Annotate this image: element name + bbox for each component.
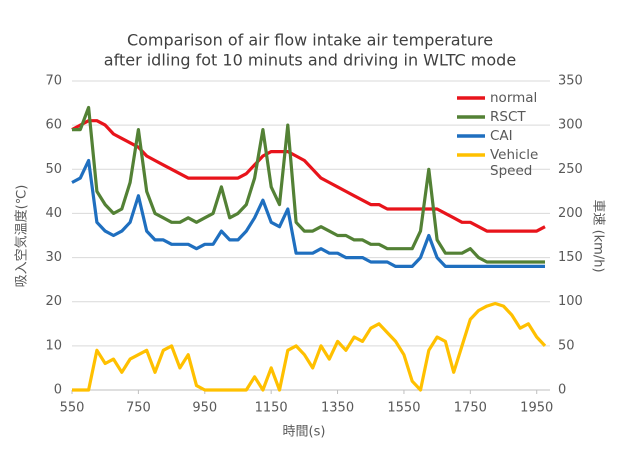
y-tick-label: 30 xyxy=(45,250,62,265)
series-line xyxy=(72,301,547,392)
y-tick-label: 10 xyxy=(45,338,62,353)
y2-tick-label: 150 xyxy=(558,250,583,265)
y2-tick-label: 350 xyxy=(558,74,583,89)
y-axis-label: 吸入空気温度(℃) xyxy=(14,185,30,288)
y-tick-label: 50 xyxy=(45,162,62,177)
y2-tick-label: 100 xyxy=(558,294,583,309)
y-tick-label: 60 xyxy=(45,118,62,133)
x-tick-label: 1950 xyxy=(520,401,553,416)
x-tick-label: 1350 xyxy=(321,401,354,416)
y2-tick-label: 300 xyxy=(558,118,583,133)
legend-label: RSCT xyxy=(490,109,526,125)
y2-tick-label: 50 xyxy=(558,338,575,353)
y2-axis-label: 車速 (km/h) xyxy=(591,199,606,272)
legend-label: Vehicle Speed xyxy=(490,147,538,179)
series-line xyxy=(72,105,545,264)
legend-label-line: Speed xyxy=(490,163,532,179)
y2-tick-label: 200 xyxy=(558,206,583,221)
legend-label: normal xyxy=(490,90,537,106)
legend-label: CAI xyxy=(490,128,513,144)
chart-title: after idling fot 10 minuts and driving i… xyxy=(104,51,516,70)
y2-tick-label: 0 xyxy=(558,383,566,398)
x-tick-label: 950 xyxy=(192,401,217,416)
x-tick-label: 1150 xyxy=(255,401,288,416)
series-line xyxy=(71,158,545,268)
x-axis-label: 時間(s) xyxy=(283,425,326,440)
x-tick-label: 1550 xyxy=(387,401,420,416)
chart-title: Comparison of air flow intake air temper… xyxy=(127,31,493,50)
y-tick-label: 40 xyxy=(45,206,62,221)
y-tick-label: 0 xyxy=(54,383,62,398)
x-tick-label: 750 xyxy=(126,401,151,416)
y-tick-label: 20 xyxy=(45,294,62,309)
x-tick-label: 550 xyxy=(60,401,85,416)
x-tick-label: 1750 xyxy=(454,401,487,416)
y2-tick-label: 250 xyxy=(558,162,583,177)
legend-label-line: Vehicle xyxy=(490,147,538,163)
series-line xyxy=(71,119,546,233)
y-tick-label: 70 xyxy=(45,74,62,89)
